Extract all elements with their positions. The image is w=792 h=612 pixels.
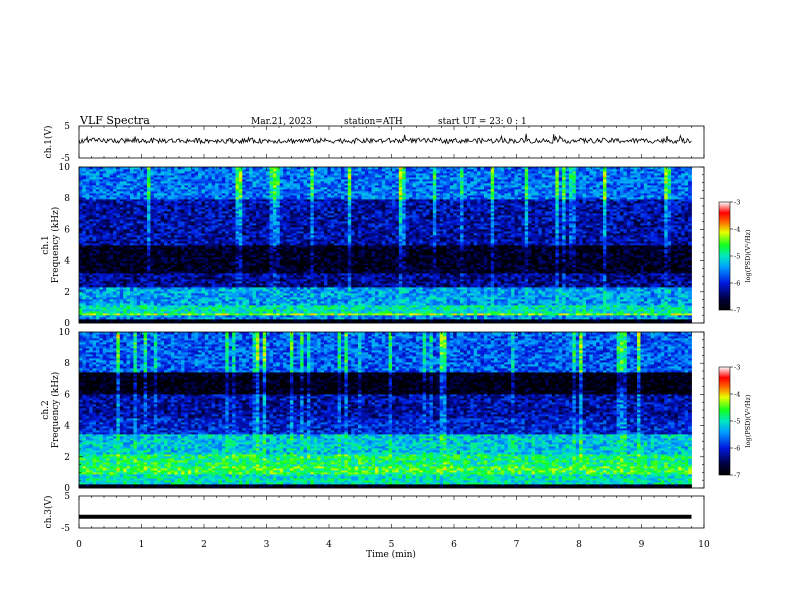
start-time-label: start UT = 23: 0 : 1 [438,117,527,127]
ch1-waveform-line [79,134,692,144]
ch1-waveform-ylabel: ch.1(V) [43,126,54,159]
ch1-waveform-panel: 5 -5 ch.1(V) [43,122,704,164]
figure-title: VLF Spectra [79,114,150,127]
ch1-spectrogram-image [79,167,692,323]
date-label: Mar.21, 2023 [251,117,312,127]
station-label: station=ATH [344,117,403,127]
ch1-ytick-top: 5 [64,122,70,132]
